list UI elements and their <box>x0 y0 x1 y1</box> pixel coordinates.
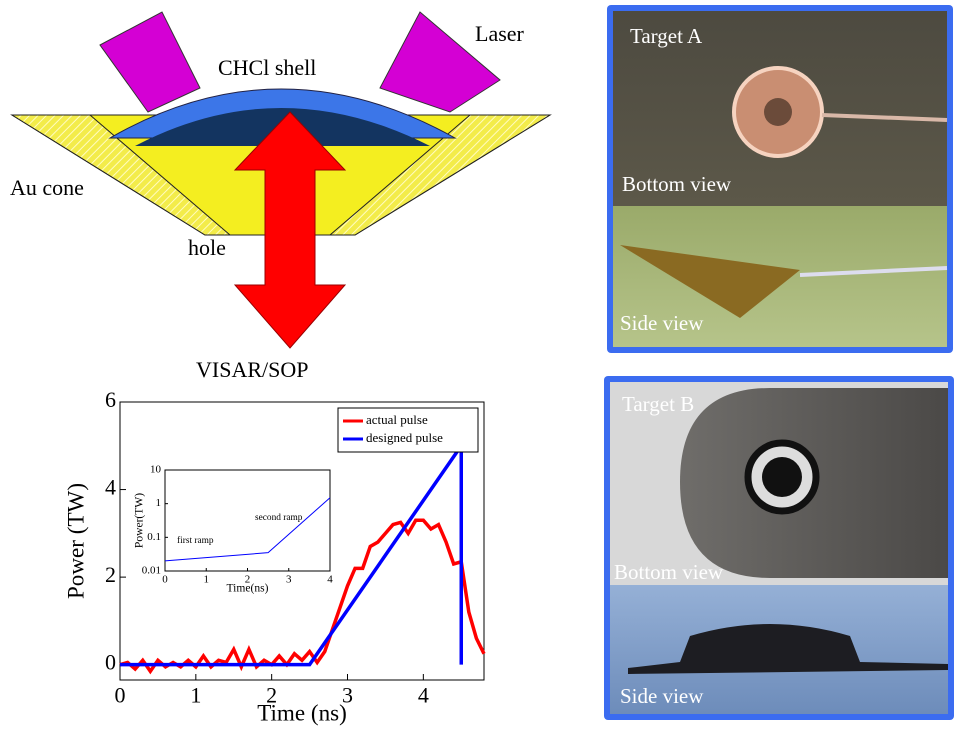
cone-label: Au cone <box>10 175 84 200</box>
photo-target-b: Target B Bottom view Side view <box>604 376 954 720</box>
y-tick-label: 0.01 <box>142 565 161 577</box>
y-tick-label: 1 <box>156 497 162 509</box>
plot-area <box>164 469 331 572</box>
target-diagram: Laser CHCl shell Au cone hole VISAR/SOP <box>10 11 552 382</box>
data-line <box>164 497 331 562</box>
y-tick-label: 0 <box>105 650 116 675</box>
stalk-image <box>821 113 948 122</box>
y-axis-label: Power(TW) <box>133 493 145 548</box>
x-tick-label: 2 <box>245 573 251 585</box>
cone-wall <box>10 114 232 236</box>
photo-label: Bottom view <box>622 172 732 196</box>
laser-beam <box>99 11 201 113</box>
photo-label: Side view <box>620 311 704 335</box>
shell-label: CHCl shell <box>218 55 316 80</box>
laser-label: Laser <box>475 21 525 46</box>
y-axis-label: Power (TW) <box>62 483 88 599</box>
y-tick-label: 6 <box>105 387 116 412</box>
photo-title: Target B <box>622 392 694 416</box>
target-image <box>620 245 800 318</box>
x-tick-label: 0 <box>162 573 168 585</box>
cone-wall <box>328 114 552 236</box>
charts: 0 1 2 3 4 0 2 4 6 Time (ns) Power (TW) actual pulse… <box>62 387 486 725</box>
target-image <box>628 624 948 674</box>
x-tick-label: 1 <box>204 573 210 585</box>
legend-label: designed pulse <box>366 430 443 445</box>
x-axis-label: Time (ns) <box>257 699 347 725</box>
stalk-image <box>799 266 948 277</box>
y-tick-label: 0.1 <box>147 531 161 543</box>
x-tick-label: 4 <box>418 683 429 708</box>
laser-beam <box>379 11 501 113</box>
legend-label: actual pulse <box>366 412 428 427</box>
x-axis-label: Time(ns) <box>227 582 269 594</box>
x-tick-label: 0 <box>115 683 126 708</box>
x-tick-label: 4 <box>327 573 333 585</box>
annotation: first ramp <box>177 535 214 546</box>
photo-title: Target A <box>630 24 703 48</box>
y-tick-label: 10 <box>150 464 162 476</box>
data-line <box>120 440 463 667</box>
diagnostic-arrow <box>233 111 347 349</box>
target-image <box>764 98 792 126</box>
y-tick-label: 4 <box>105 475 116 500</box>
x-tick-label: 2 <box>266 683 277 708</box>
photo-label: Bottom view <box>614 560 724 584</box>
hole-label: hole <box>188 235 226 260</box>
data-line <box>119 518 486 675</box>
annotation: second ramp <box>255 513 303 523</box>
x-tick-label: 3 <box>286 573 292 585</box>
photo-target-a: Target A Bottom view Side view <box>607 5 953 353</box>
y-tick-label: 2 <box>105 562 116 587</box>
target-image <box>762 457 802 497</box>
x-tick-label: 3 <box>342 683 353 708</box>
photo-label: Side view <box>620 684 704 708</box>
diagnostic-label: VISAR/SOP <box>196 357 308 382</box>
legend <box>337 407 479 453</box>
x-tick-label: 1 <box>190 683 201 708</box>
